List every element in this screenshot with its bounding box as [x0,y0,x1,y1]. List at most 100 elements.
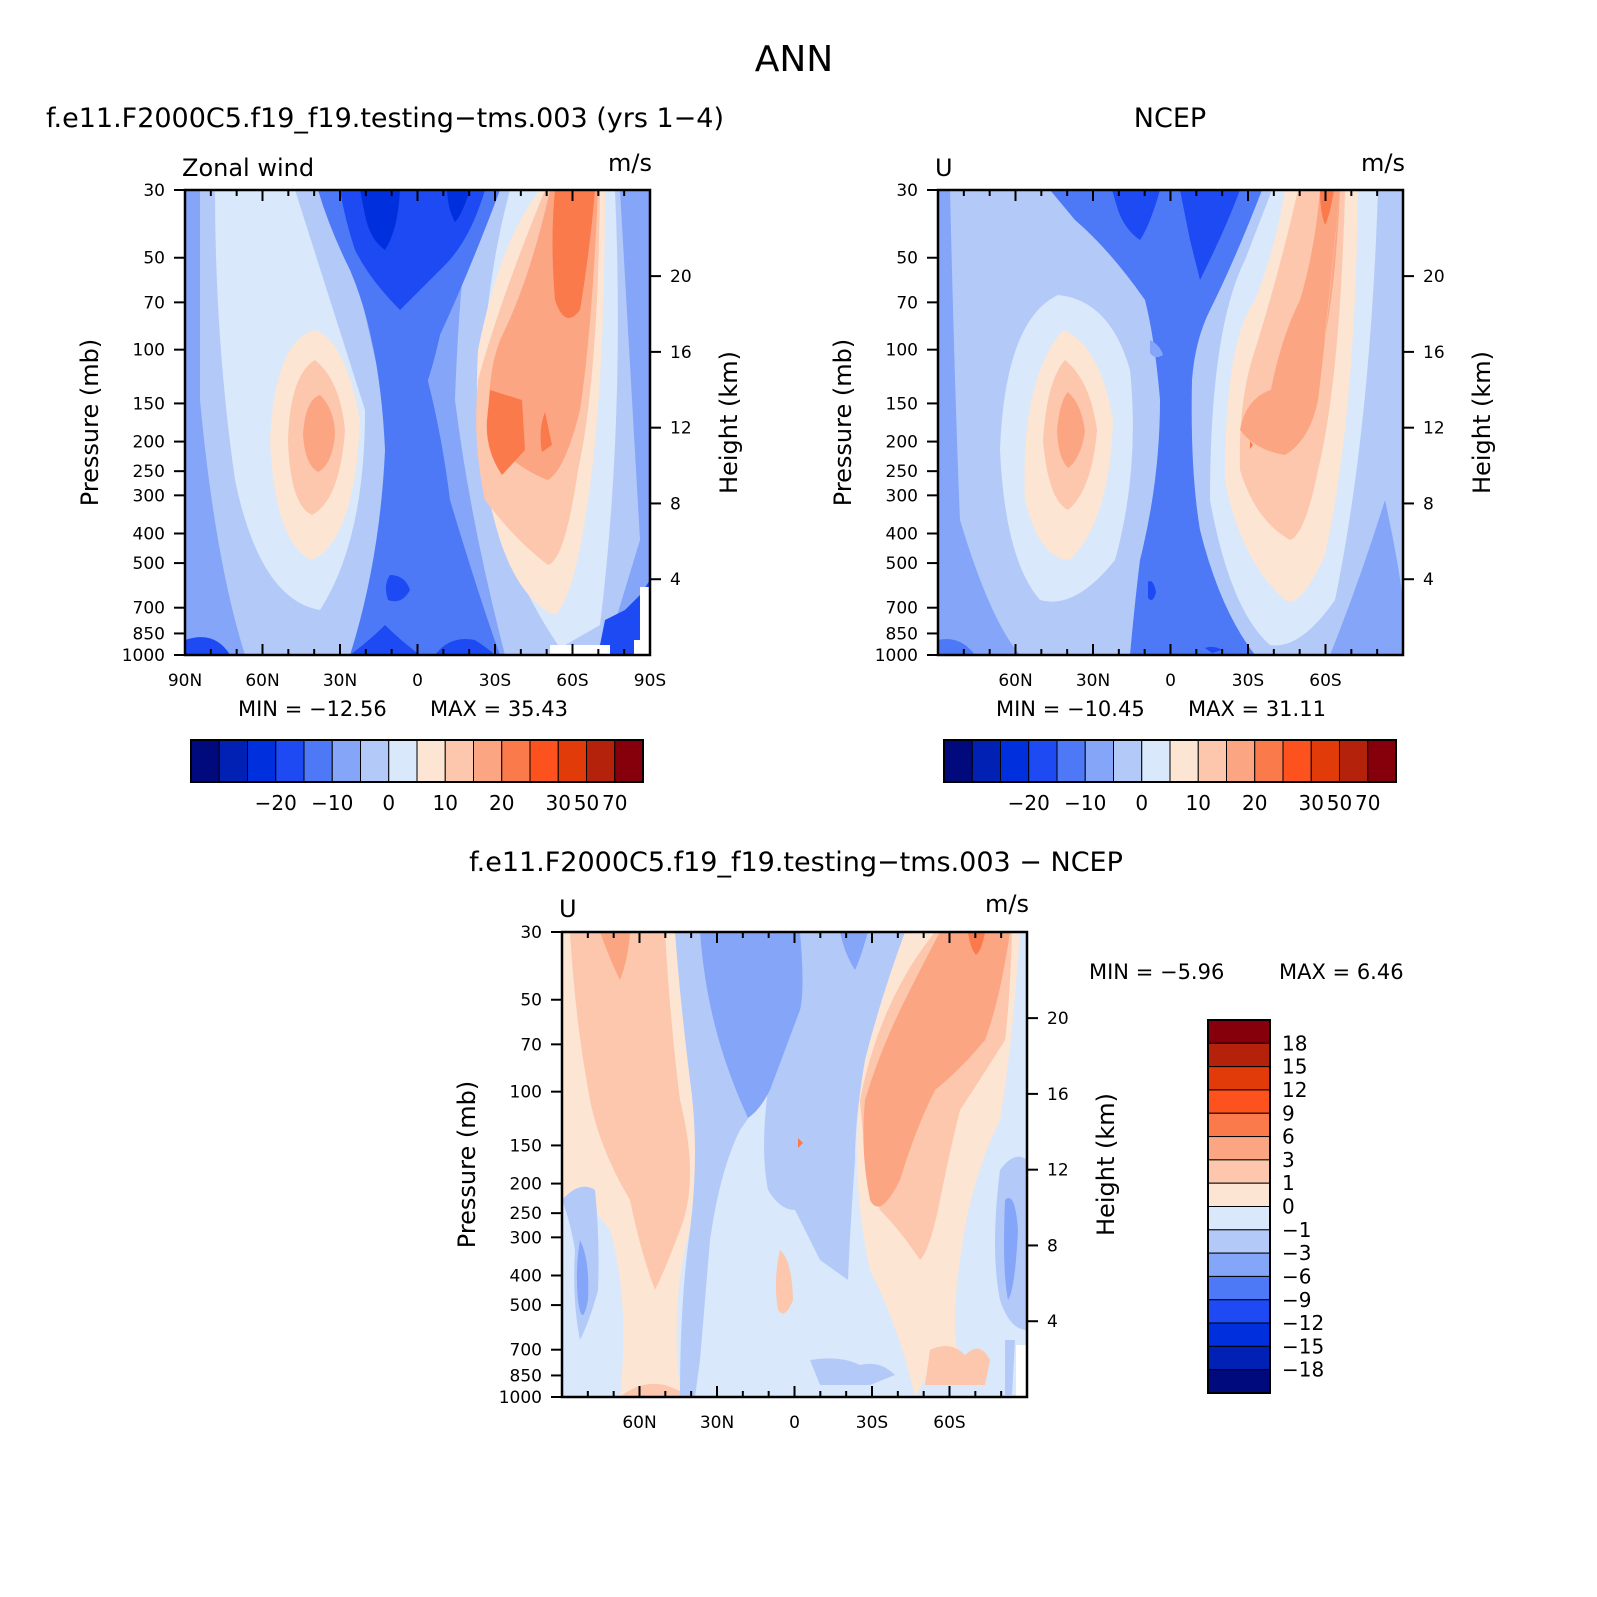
colorbar-swatch [529,739,559,783]
panel-ncep-label-right: m/s [1361,149,1405,177]
panel-diff-axes: 60N 30N 0 30S 60S 30 50 70 100 150 200 250 300 400 500… [453,923,1120,1433]
colorbar-swatch [1207,1159,1271,1184]
y-tick-label: 1000 [499,1388,542,1408]
colorbar-label: 50 [1327,791,1352,815]
colorbar-label: 6 [1282,1125,1295,1149]
y-tick-label: 200 [133,433,165,453]
colorbar-swatch [1056,739,1086,783]
y-tick-label: 250 [886,462,918,482]
colorbar-swatch [1207,1345,1271,1371]
colorbar-swatch [1207,1252,1271,1277]
y-tick-label: 500 [886,554,918,574]
y-axis-title: Pressure (mb) [453,1081,481,1248]
height-tick-label: 12 [1047,1161,1069,1181]
y-tick-label: 850 [510,1366,542,1386]
panel-model-label-right: m/s [608,149,652,177]
colorbar-swatch [247,739,277,783]
colorbar-swatch [1000,739,1030,783]
colorbar-swatch [331,739,361,783]
colorbar-label: 30 [546,791,571,815]
y-tick-label: 100 [510,1083,542,1103]
height-axis-title: Height (km) [1468,351,1496,494]
colorbar-label: 10 [433,791,458,815]
height-tick-label: 8 [1047,1236,1058,1256]
panel-ncep-colorbar: −20 −10 0 10 20 30 50 70 [943,739,1397,815]
colorbar-swatch [388,739,418,783]
colorbar-label: 15 [1282,1055,1307,1079]
y-tick-label: 300 [133,486,165,506]
colorbar-swatch [557,739,587,783]
colorbar-swatch [1207,1019,1271,1044]
colorbar-swatch [1084,739,1114,783]
colorbar-label: 30 [1299,791,1324,815]
colorbar-swatch [1207,1182,1271,1207]
colorbar-swatch [1339,739,1369,783]
height-tick-label: 12 [670,419,692,439]
x-tick-label: 60S [933,1413,965,1433]
y-tick-label: 700 [133,599,165,619]
panel-diff-subtitle: f.e11.F2000C5.f19_f19.testing−tms.003 − … [469,847,1123,878]
y-tick-label: 700 [510,1341,542,1361]
colorbar-swatch [586,739,616,783]
colorbar-label: −18 [1282,1358,1324,1382]
panel-model-min: MIN = −12.56 [238,697,387,721]
panel-diff-label-left: U [559,895,577,923]
panel-ncep-max: MAX = 31.11 [1188,697,1326,721]
height-tick-label: 16 [1423,343,1445,363]
y-tick-label: 150 [510,1136,542,1156]
x-tick-label: 60S [1309,671,1341,691]
y-tick-label: 250 [510,1204,542,1224]
colorbar-label: −10 [311,791,353,815]
panel-diff-label-right: m/s [985,890,1029,918]
colorbar-swatch [943,739,973,783]
height-axis-title: Height (km) [715,351,743,494]
height-tick-label: 8 [670,494,681,514]
colorbar-label: 12 [1282,1078,1307,1102]
colorbar-label: −6 [1282,1264,1311,1288]
y-tick-label: 30 [896,181,918,201]
y-tick-label: 850 [133,624,165,644]
height-tick-label: 4 [1047,1312,1058,1332]
figure-title: ANN [755,39,834,80]
colorbar-swatch [1207,1042,1271,1068]
colorbar-label: −9 [1282,1288,1311,1312]
y-tick-label: 50 [896,249,918,269]
y-tick-label: 400 [133,524,165,544]
colorbar-swatch [1207,1229,1271,1254]
height-tick-label: 16 [670,343,692,363]
panel-model-colorbar: −20 −10 0 10 20 30 50 70 [190,739,644,815]
panel-model: f.e11.F2000C5.f19_f19.testing−tms.003 (y… [46,103,743,815]
y-tick-label: 500 [510,1296,542,1316]
y-tick-label: 500 [133,554,165,574]
colorbar-swatch [303,739,333,783]
colorbar-swatch [1207,1089,1271,1114]
colorbar-swatch [1207,1112,1271,1138]
y-tick-label: 70 [896,293,918,313]
height-tick-label: 4 [1423,570,1434,590]
colorbar-swatch [1254,739,1284,783]
colorbar-swatch [971,739,1001,783]
colorbar-swatch [501,739,531,783]
height-tick-label: 4 [670,570,681,590]
y-tick-label: 700 [886,599,918,619]
colorbar-swatch [1207,1369,1271,1394]
colorbar-label: 0 [382,791,395,815]
panel-model-axes: 90N 60N 30N 0 30S 60S 90S 30 50 70 100 150 200 250 300… [76,181,743,691]
colorbar-swatch [1226,739,1256,783]
y-tick-label: 300 [510,1228,542,1248]
colorbar-swatch [614,739,644,783]
colorbar-label: −10 [1064,791,1106,815]
colorbar-label: 18 [1282,1031,1307,1055]
x-tick-label: 90S [634,671,666,691]
y-tick-label: 70 [143,293,165,313]
panel-diff-min: MIN = −5.96 [1089,960,1224,984]
colorbar-label: 0 [1282,1195,1295,1219]
colorbar-swatch [416,739,446,783]
y-tick-label: 400 [510,1266,542,1286]
colorbar-swatch [1207,1299,1271,1324]
y-tick-label: 150 [886,394,918,414]
colorbar-label: 50 [574,791,599,815]
panel-ncep-min: MIN = −10.45 [996,697,1145,721]
colorbar-label: −20 [255,791,297,815]
colorbar-swatch [1113,739,1143,783]
